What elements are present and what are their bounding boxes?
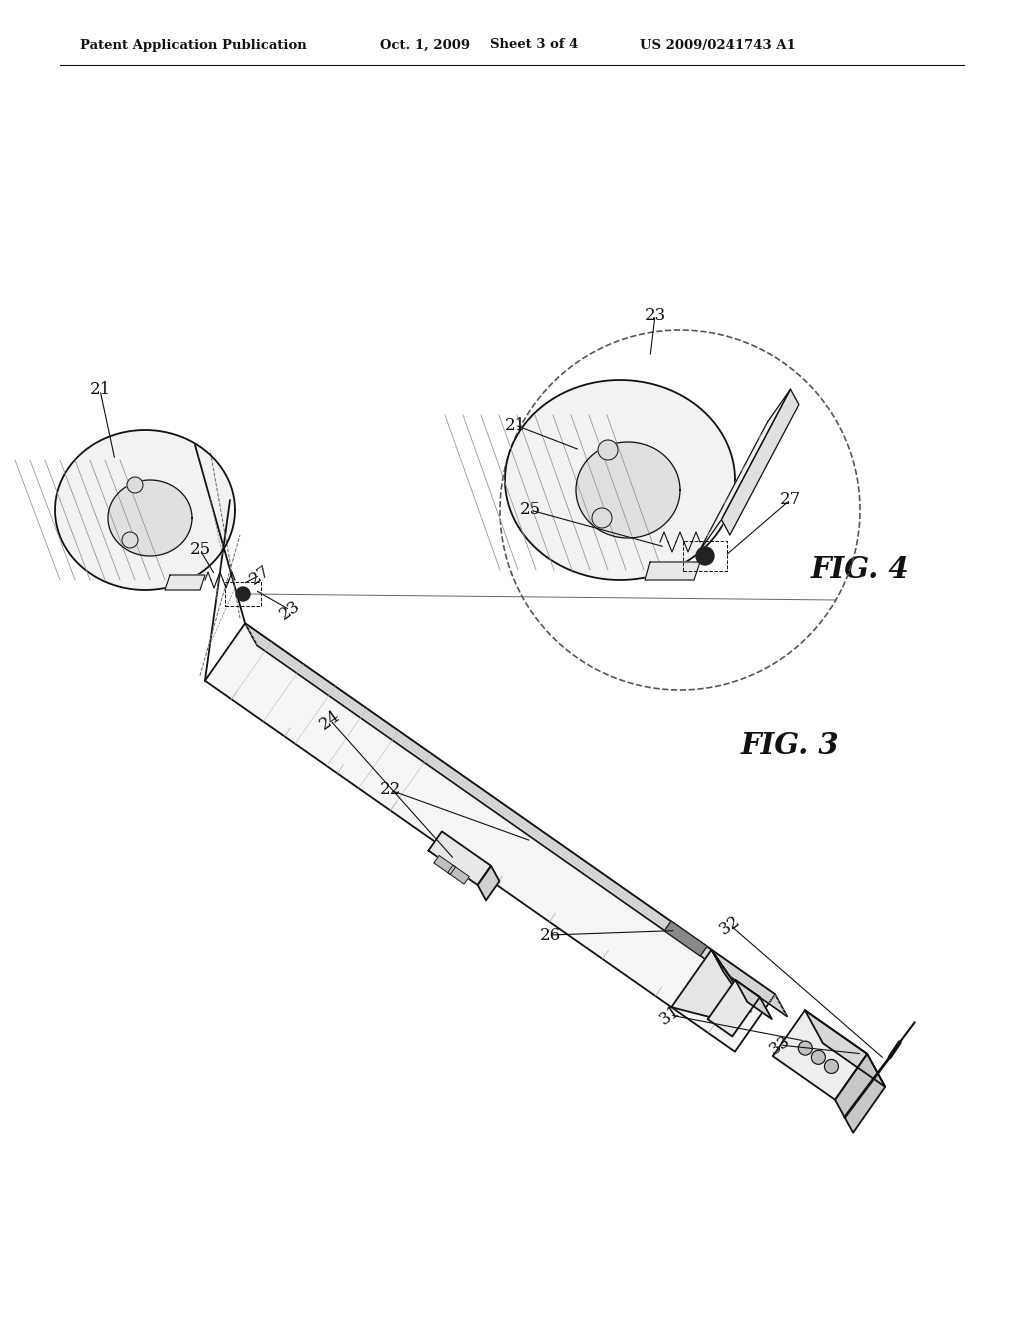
Text: 31: 31 <box>656 1002 684 1028</box>
Circle shape <box>799 1041 812 1055</box>
Polygon shape <box>708 979 760 1036</box>
Polygon shape <box>645 562 700 579</box>
Text: Oct. 1, 2009: Oct. 1, 2009 <box>380 38 470 51</box>
Text: FIG. 4: FIG. 4 <box>811 556 909 585</box>
Polygon shape <box>428 832 492 884</box>
Text: 25: 25 <box>519 502 541 519</box>
Polygon shape <box>805 1010 885 1086</box>
Text: 21: 21 <box>505 417 525 433</box>
Text: 23: 23 <box>276 597 303 623</box>
Text: 27: 27 <box>247 562 273 587</box>
Polygon shape <box>165 576 205 590</box>
Text: Patent Application Publication: Patent Application Publication <box>80 38 307 51</box>
Text: 23: 23 <box>644 306 666 323</box>
Polygon shape <box>665 921 708 956</box>
Polygon shape <box>434 855 456 874</box>
Polygon shape <box>447 865 469 884</box>
Polygon shape <box>205 623 775 1052</box>
Polygon shape <box>55 430 234 590</box>
Text: 24: 24 <box>316 708 344 733</box>
Circle shape <box>127 477 143 492</box>
Polygon shape <box>735 979 772 1019</box>
Circle shape <box>824 1060 839 1073</box>
Circle shape <box>122 532 138 548</box>
Polygon shape <box>836 1053 885 1133</box>
Polygon shape <box>773 1010 867 1100</box>
Text: 32: 32 <box>717 912 743 939</box>
Text: 33: 33 <box>766 1032 794 1059</box>
Text: 21: 21 <box>89 381 111 399</box>
Text: 25: 25 <box>189 541 211 558</box>
Polygon shape <box>108 480 193 556</box>
Text: US 2009/0241743 A1: US 2009/0241743 A1 <box>640 38 796 51</box>
Text: 22: 22 <box>379 781 400 799</box>
Text: 27: 27 <box>779 491 801 508</box>
Polygon shape <box>477 866 500 900</box>
Circle shape <box>696 546 714 565</box>
Circle shape <box>598 440 618 459</box>
Text: FIG. 3: FIG. 3 <box>740 730 840 759</box>
Circle shape <box>236 587 250 601</box>
Circle shape <box>592 508 612 528</box>
Polygon shape <box>672 950 739 1019</box>
Polygon shape <box>722 389 799 535</box>
Text: 26: 26 <box>540 927 560 944</box>
Polygon shape <box>505 380 735 579</box>
Polygon shape <box>698 389 791 552</box>
Polygon shape <box>712 950 751 1011</box>
Polygon shape <box>245 623 787 1016</box>
Polygon shape <box>577 442 680 539</box>
Text: Sheet 3 of 4: Sheet 3 of 4 <box>490 38 579 51</box>
Circle shape <box>811 1051 825 1064</box>
